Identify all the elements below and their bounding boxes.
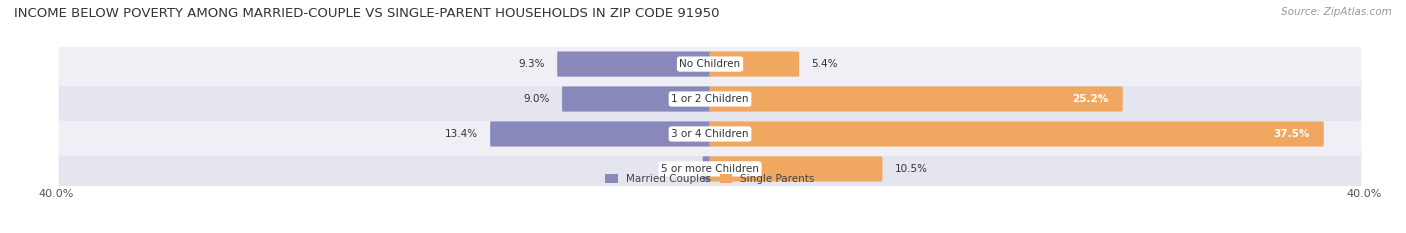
FancyBboxPatch shape	[59, 42, 1361, 86]
Text: Source: ZipAtlas.com: Source: ZipAtlas.com	[1281, 7, 1392, 17]
FancyBboxPatch shape	[491, 121, 711, 147]
Text: 37.5%: 37.5%	[1274, 129, 1310, 139]
FancyBboxPatch shape	[562, 86, 711, 112]
Text: 25.2%: 25.2%	[1073, 94, 1109, 104]
FancyBboxPatch shape	[709, 86, 1123, 112]
FancyBboxPatch shape	[709, 51, 799, 77]
Legend: Married Couples, Single Parents: Married Couples, Single Parents	[602, 170, 818, 188]
Text: No Children: No Children	[679, 59, 741, 69]
FancyBboxPatch shape	[709, 121, 1324, 147]
Text: 3 or 4 Children: 3 or 4 Children	[671, 129, 749, 139]
Text: 10.5%: 10.5%	[894, 164, 928, 174]
Text: 5 or more Children: 5 or more Children	[661, 164, 759, 174]
Text: 0.0%: 0.0%	[671, 164, 697, 174]
Text: 5.4%: 5.4%	[811, 59, 838, 69]
FancyBboxPatch shape	[709, 156, 883, 182]
FancyBboxPatch shape	[703, 156, 711, 182]
FancyBboxPatch shape	[59, 112, 1361, 156]
FancyBboxPatch shape	[59, 147, 1361, 191]
Text: 1 or 2 Children: 1 or 2 Children	[671, 94, 749, 104]
FancyBboxPatch shape	[557, 51, 711, 77]
Text: INCOME BELOW POVERTY AMONG MARRIED-COUPLE VS SINGLE-PARENT HOUSEHOLDS IN ZIP COD: INCOME BELOW POVERTY AMONG MARRIED-COUPL…	[14, 7, 720, 20]
FancyBboxPatch shape	[59, 77, 1361, 121]
Text: 9.0%: 9.0%	[523, 94, 550, 104]
Text: 13.4%: 13.4%	[444, 129, 478, 139]
Text: 9.3%: 9.3%	[519, 59, 546, 69]
